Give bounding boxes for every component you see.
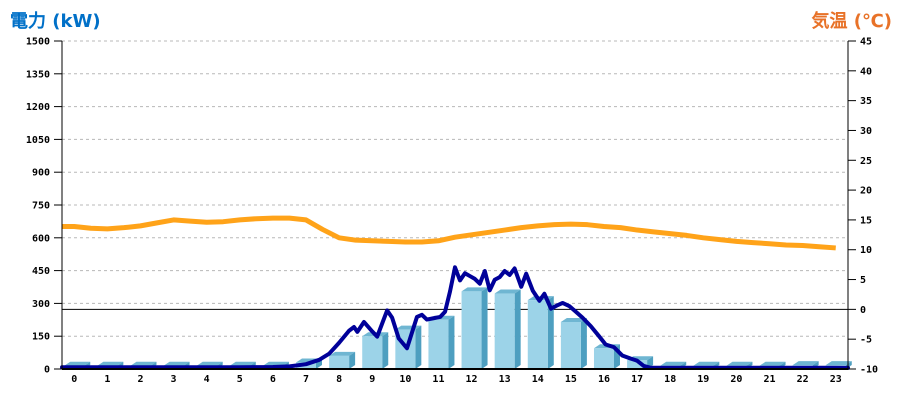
power-line <box>60 265 850 370</box>
left-tick-label: 750 <box>32 201 50 212</box>
left-tick-label: 600 <box>32 233 50 244</box>
left-tick-label: 300 <box>32 299 50 310</box>
x-tick-label: 6 <box>270 374 276 385</box>
left-tick-label: 1050 <box>26 135 50 146</box>
power-bar-side <box>448 315 455 369</box>
power-bar-side <box>415 325 422 369</box>
power-bar-top <box>792 361 819 366</box>
x-tick-label: 3 <box>171 374 177 385</box>
x-tick-label: 8 <box>336 374 342 385</box>
power-bar-side <box>547 296 554 369</box>
x-tick-label: 18 <box>664 374 676 385</box>
x-tick-label: 17 <box>631 374 643 385</box>
power-bar-top <box>229 361 256 366</box>
x-tick-label: 14 <box>532 374 544 385</box>
right-tick-label: 40 <box>860 66 872 77</box>
left-tick-label: 150 <box>32 332 50 343</box>
power-bar-side <box>349 351 356 369</box>
x-tick-label: 12 <box>466 374 478 385</box>
right-tick-label: -5 <box>860 335 872 346</box>
power-bar <box>560 321 581 369</box>
power-bar-top <box>196 361 223 366</box>
power-bar <box>527 300 548 369</box>
left-tick-label: 900 <box>32 168 50 179</box>
right-tick-label: 35 <box>860 96 872 107</box>
left-tick-label: 1200 <box>26 102 50 113</box>
x-tick-label: 2 <box>137 374 143 385</box>
power-bar-top <box>163 361 190 366</box>
x-tick-label: 21 <box>764 374 776 385</box>
power-bar <box>362 336 383 369</box>
left-axis-title: 電力 (kW) <box>10 11 101 32</box>
right-tick-label: -10 <box>860 365 878 376</box>
power-bar <box>627 360 648 369</box>
x-tick-label: 9 <box>369 374 375 385</box>
power-bar <box>593 348 614 369</box>
power-bar-side <box>580 317 587 369</box>
power-bar-top <box>759 361 786 366</box>
power-bar-side <box>382 332 389 369</box>
right-tick-label: 0 <box>860 305 866 316</box>
power-bar-top <box>494 289 521 294</box>
power-bar <box>461 291 482 369</box>
right-tick-label: 30 <box>860 126 872 137</box>
left-tick-label: 1500 <box>26 37 50 48</box>
power-bar <box>428 319 449 369</box>
x-tick-label: 23 <box>830 374 842 385</box>
x-tick-label: 10 <box>399 374 411 385</box>
right-tick-label: 15 <box>860 215 872 226</box>
right-tick-label: 25 <box>860 156 872 167</box>
power-bar-top <box>560 317 587 322</box>
left-tick-label: 450 <box>32 266 50 277</box>
right-tick-label: 45 <box>860 37 872 48</box>
left-tick-label: 0 <box>44 365 50 376</box>
power-bar-top <box>825 361 852 366</box>
power-bar-top <box>726 361 753 366</box>
power-bar-side <box>481 287 488 369</box>
x-tick-label: 11 <box>432 374 444 385</box>
x-tick-label: 0 <box>71 374 77 385</box>
x-tick-label: 20 <box>730 374 742 385</box>
x-tick-label: 1 <box>104 374 110 385</box>
power-bar-top <box>693 361 720 366</box>
temperature-line <box>62 215 836 251</box>
right-tick-label: 20 <box>860 186 872 197</box>
x-tick-label: 7 <box>303 374 309 385</box>
x-tick-label: 13 <box>499 374 511 385</box>
x-tick-label: 5 <box>237 374 243 385</box>
x-tick-label: 16 <box>598 374 610 385</box>
power-bar-top <box>130 361 157 366</box>
power-bar-side <box>514 289 521 369</box>
power-bar <box>494 293 515 369</box>
right-axis-title: 気温 (℃) <box>811 11 892 32</box>
power-bar-top <box>329 351 356 356</box>
power-bar-top <box>97 361 124 366</box>
x-tick-label: 22 <box>797 374 809 385</box>
power-bar-top <box>64 361 91 366</box>
left-tick-label: 1350 <box>26 69 50 80</box>
x-tick-label: 15 <box>565 374 577 385</box>
x-tick-label: 4 <box>204 374 210 385</box>
power-bar-top <box>461 287 488 292</box>
right-tick-label: 10 <box>860 245 872 256</box>
x-tick-label: 19 <box>697 374 709 385</box>
right-tick-label: 5 <box>860 275 866 286</box>
power-bar-top <box>660 361 687 366</box>
power-bar <box>329 355 350 369</box>
